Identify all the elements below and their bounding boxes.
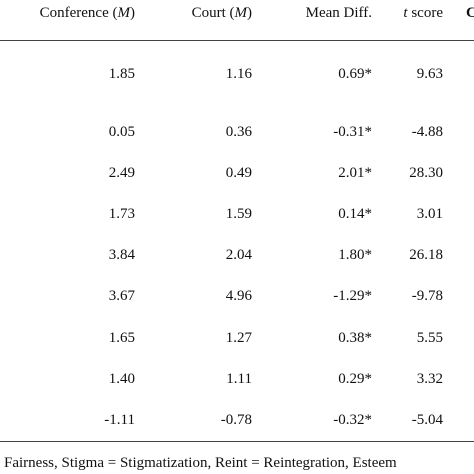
table-cell: 0.36 — [225, 124, 252, 140]
table-cell: 1.80* — [338, 247, 372, 263]
table-cell: 1.27 — [225, 330, 252, 346]
table-cell: 5.55 — [416, 330, 443, 346]
header-text: Court ( — [191, 5, 235, 21]
table-cell: -4.88 — [411, 124, 443, 140]
table-cell: 1.65 — [108, 330, 135, 346]
table-cell: 0.38* — [338, 330, 372, 346]
table-cell: 3.01 — [416, 206, 443, 222]
header-text: M — [117, 5, 131, 21]
table-cell: -1.29* — [333, 288, 372, 304]
header-text: Conference ( — [39, 5, 118, 21]
header-cell: C — [466, 4, 474, 22]
table-cell: 3.84 — [108, 247, 135, 263]
footnote: Fairness, Stigma = Stigmatization, Reint… — [4, 455, 397, 471]
table-cell: 1.73 — [108, 206, 135, 222]
table-cell: 28.30 — [409, 165, 443, 181]
header-text: t — [403, 5, 408, 21]
header-text: ) — [130, 5, 135, 21]
table-cell: 2.01* — [338, 165, 372, 181]
table-cell: 1.85 — [108, 66, 135, 82]
table-cell: -1.11 — [104, 412, 135, 428]
header-text: ) — [247, 5, 252, 21]
table-cell: 1.59 — [225, 206, 252, 222]
table-cell: 0.29* — [338, 371, 372, 387]
header-rule — [0, 40, 474, 41]
table-cell: 1.16 — [225, 66, 252, 82]
header-text: M — [234, 5, 248, 21]
table-cell: -0.31* — [333, 124, 372, 140]
header-cell: t score — [403, 4, 443, 22]
table-cell: -5.04 — [411, 412, 443, 428]
header-text: C — [466, 5, 474, 21]
table-cell: 0.05 — [108, 124, 135, 140]
table-cell: -0.78 — [220, 412, 252, 428]
header-text: score — [407, 5, 443, 21]
table-cell: 0.69* — [338, 66, 372, 82]
table-cell: 3.67 — [108, 288, 135, 304]
table-cell: 0.14* — [338, 206, 372, 222]
table-cell: 9.63 — [416, 66, 443, 82]
header-cell: Mean Diff. — [306, 4, 372, 22]
table-cell: 3.32 — [416, 371, 443, 387]
table-cell: 1.40 — [108, 371, 135, 387]
table-cell: 4.96 — [225, 288, 252, 304]
table-cell: -0.32* — [333, 412, 372, 428]
header-cell: Court (M) — [192, 4, 252, 22]
header-text: Mean Diff. — [305, 5, 372, 21]
table-cell: 2.04 — [225, 247, 252, 263]
table-cell: 2.49 — [108, 165, 135, 181]
table-cell: 1.11 — [226, 371, 252, 387]
bottom-rule — [0, 441, 474, 442]
table-cell: -9.78 — [411, 288, 443, 304]
table-cell: 26.18 — [409, 247, 443, 263]
header-cell: Conference (M) — [40, 4, 135, 22]
table-cell: 0.49 — [225, 165, 252, 181]
